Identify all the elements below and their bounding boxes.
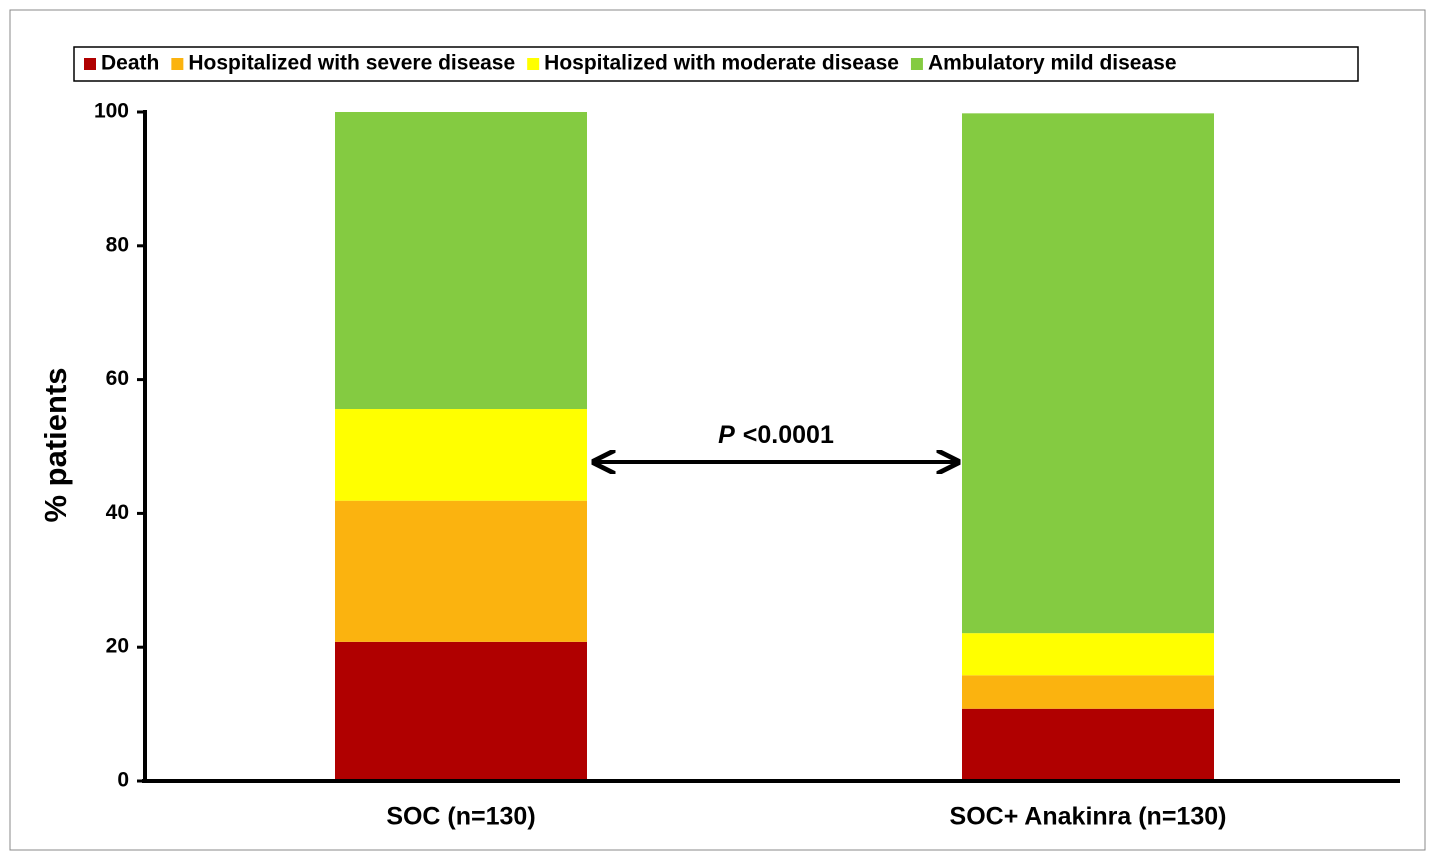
legend-label: Death xyxy=(101,52,159,75)
y-tick-label: 40 xyxy=(106,501,129,524)
legend-swatch xyxy=(171,58,184,70)
bar-segment xyxy=(962,708,1214,781)
annotation: P <0.0001 xyxy=(718,421,834,449)
y-tick-label: 0 xyxy=(117,769,129,792)
bar-segment xyxy=(335,641,587,781)
bar-segment xyxy=(335,112,587,410)
bar-segment xyxy=(962,633,1214,676)
frame xyxy=(9,9,1426,851)
legend-swatch xyxy=(84,58,96,70)
y-tick-label: 100 xyxy=(94,100,129,123)
legend-swatch xyxy=(910,58,923,70)
bar-segment xyxy=(335,409,587,501)
x-tick-label: SOC (n=130) xyxy=(386,803,535,831)
bar-segment xyxy=(962,113,1214,634)
y-tick-label: 60 xyxy=(106,367,129,390)
y-tick-label: 80 xyxy=(106,233,129,256)
legend-box xyxy=(73,46,1359,82)
legend-label: Hospitalized with severe disease xyxy=(188,52,515,75)
x-tick-label: SOC+ Anakinra (n=130) xyxy=(950,803,1227,831)
legend-swatch xyxy=(527,58,540,70)
annotation-p: P xyxy=(718,421,735,449)
bar-segment xyxy=(962,675,1214,709)
bar-segment xyxy=(335,500,587,642)
legend-label: Hospitalized with moderate disease xyxy=(544,52,899,75)
legend-label: Ambulatory mild disease xyxy=(928,52,1177,75)
annotation-value: <0.0001 xyxy=(743,421,834,449)
y-axis-label: % patients xyxy=(38,367,73,522)
y-tick-label: 20 xyxy=(106,635,129,658)
